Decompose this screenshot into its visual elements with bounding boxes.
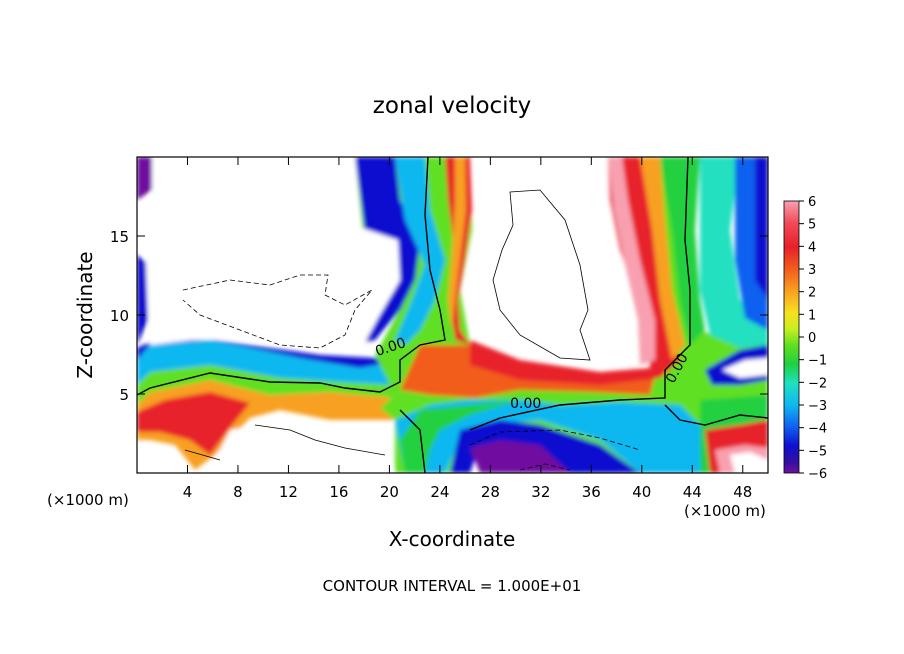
x-tick-label: 32: [531, 483, 550, 501]
contour-label: 0.00: [510, 396, 541, 412]
x-tick-label: 40: [632, 483, 651, 501]
contour-interval-note: CONTOUR INTERVAL = 1.000E+01: [323, 577, 582, 595]
colorbar-label: 3: [808, 263, 816, 278]
x-tick-label: 36: [582, 483, 601, 501]
x-tick-label: 28: [481, 483, 500, 501]
x-tick-label: 12: [279, 483, 298, 501]
dashed-contours: [182, 274, 641, 471]
colorbar-label: −1: [808, 354, 827, 369]
colorbar-labels: 6 5 4 3 2 1 0 −1 −2 −3 −4 −5 −6: [799, 195, 827, 482]
x-unit-left: (×1000 m): [47, 491, 129, 509]
colorbar-label: 5: [808, 218, 816, 233]
x-axis-ticks: 4 8 12 16 20 24 28 32 36 40 44 48: [183, 157, 752, 501]
colorbar-label: −2: [808, 376, 827, 391]
x-tick-label: 20: [380, 483, 399, 501]
zero-contours: [137, 157, 768, 473]
y-tick-label: 5: [119, 386, 129, 404]
colorbar-label: −4: [808, 422, 827, 437]
y-axis-ticks: 5 10 15: [110, 228, 768, 404]
colorbar-label: 0: [808, 331, 816, 346]
x-tick-label: 4: [183, 483, 193, 501]
colorbar-label: −6: [808, 467, 827, 482]
x-tick-label: 48: [733, 483, 752, 501]
colorbar: [783, 200, 800, 474]
x-axis-label: X-coordinate: [389, 527, 516, 551]
x-tick-label: 16: [329, 483, 348, 501]
velocity-field: 0.000.000.00: [137, 157, 768, 473]
colorbar-label: −5: [808, 444, 827, 459]
x-tick-label: 24: [430, 483, 449, 501]
colorbar-label: −3: [808, 399, 827, 414]
colorbar-label: 4: [808, 240, 816, 255]
thin-contours: [184, 189, 591, 461]
colorbar-label: 1: [808, 308, 816, 323]
y-axis-label: Z-coordinate: [73, 251, 97, 378]
colorbar-label: 2: [808, 286, 816, 301]
x-unit-right: (×1000 m): [684, 502, 766, 520]
y-tick-label: 10: [110, 307, 129, 325]
chart-title: zonal velocity: [373, 93, 531, 119]
x-tick-label: 44: [683, 483, 702, 501]
y-tick-label: 15: [110, 228, 129, 246]
colorbar-label: 6: [808, 195, 816, 210]
x-tick-label: 8: [233, 483, 243, 501]
